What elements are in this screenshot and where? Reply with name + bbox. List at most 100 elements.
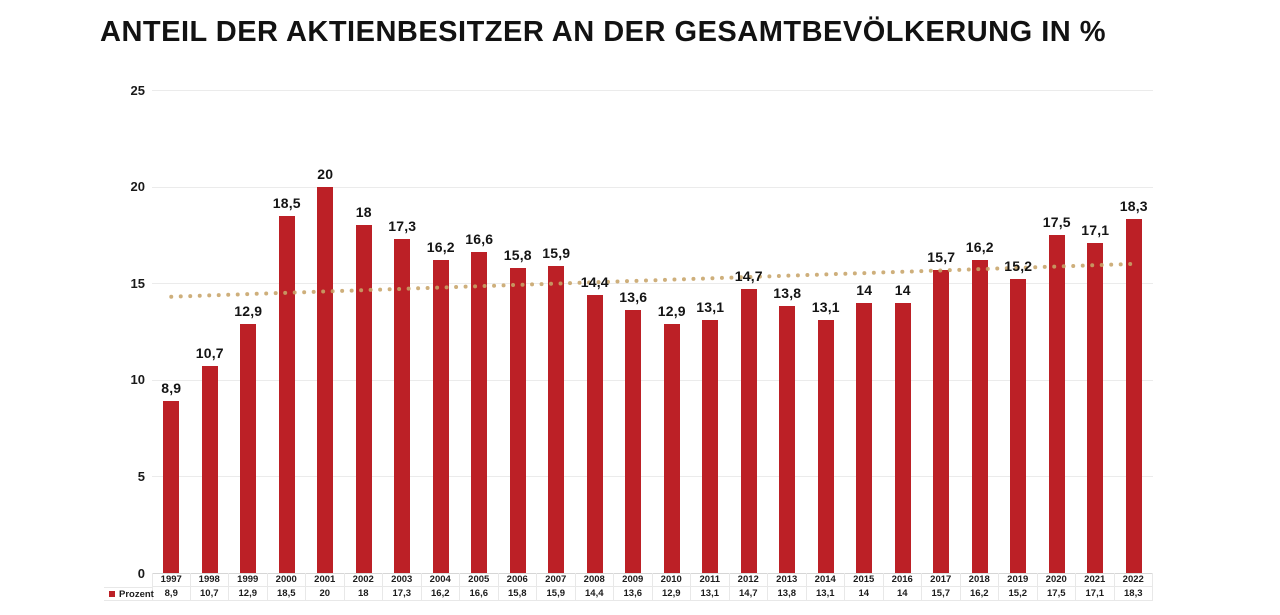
y-axis-tick-label: 20 (130, 179, 145, 195)
legend: Prozent (104, 587, 154, 601)
bar-value-label: 15,7 (927, 248, 956, 265)
bar-2007 (548, 265, 565, 573)
bar-value-label: 18 (355, 204, 372, 221)
table-year-cell: 2010 (652, 573, 691, 587)
bar-value-label: 16,6 (465, 231, 494, 248)
bar-2013 (779, 306, 796, 573)
bar-value-label: 13,6 (619, 289, 648, 306)
gridline (152, 379, 1153, 381)
bar-value-label: 13,1 (696, 298, 725, 315)
table-value-cell: 17,1 (1076, 587, 1115, 601)
y-axis-tick-label: 10 (130, 372, 145, 388)
gridline (152, 476, 1153, 478)
table-year-cell: 2021 (1076, 573, 1115, 587)
table-year-cell: 2008 (575, 573, 614, 587)
bar-value-label: 15,2 (1004, 258, 1033, 275)
table-year-cell: 2004 (421, 573, 460, 587)
gridline (152, 90, 1153, 91)
bar-2015 (856, 302, 873, 573)
table-value-cell: 17,3 (383, 587, 422, 601)
table-year-cell: 1997 (152, 573, 191, 587)
table-year-cell: 2009 (614, 573, 653, 587)
data-table: 1997 8,9 1998 10,7 1999 12,9 2000 18,5 2001 20 200… (152, 573, 1153, 601)
table-value-cell: 15,2 (999, 587, 1038, 601)
bar-2021 (1087, 242, 1104, 573)
bar-1998 (201, 366, 218, 573)
table-year-cell: 1998 (190, 573, 229, 587)
bar-2005 (471, 252, 488, 573)
table-value-cell: 18,3 (1114, 587, 1153, 601)
bar-2018 (971, 260, 988, 573)
y-axis-tick-label: 25 (130, 82, 145, 98)
table-value-cell: 13,6 (614, 587, 653, 601)
table-value-cell: 14,4 (575, 587, 614, 601)
bar-2004 (432, 260, 449, 573)
table-year-cell: 2015 (845, 573, 884, 587)
table-year-cell: 2001 (306, 573, 345, 587)
gridline (152, 283, 1153, 285)
bar-value-label: 8,9 (161, 380, 182, 397)
bar-value-label: 17,5 (1042, 213, 1071, 230)
table-value-cell: 12,9 (652, 587, 691, 601)
bar-2012 (740, 288, 757, 573)
table-value-cell: 14 (883, 587, 922, 601)
table-value-cell: 15,9 (537, 587, 576, 601)
table-value-cell: 18 (344, 587, 383, 601)
table-year-cell: 2005 (460, 573, 499, 587)
bar-value-label: 14,4 (580, 273, 609, 290)
table-year-cell: 2017 (922, 573, 961, 587)
bar-2020 (1048, 234, 1065, 573)
bar-2001 (317, 186, 334, 573)
table-year-cell: 2013 (768, 573, 807, 587)
bar-value-label: 18,5 (272, 194, 301, 211)
table-year-cell: 1999 (229, 573, 268, 587)
table-year-cell: 2012 (729, 573, 768, 587)
bar-2022 (1125, 219, 1142, 573)
legend-color-swatch (109, 591, 115, 597)
table-year-cell: 2002 (344, 573, 383, 587)
table-year-cell: 2016 (883, 573, 922, 587)
bar-value-label: 15,9 (542, 244, 571, 261)
table-year-cell: 2007 (537, 573, 576, 587)
table-year-cell: 2018 (960, 573, 999, 587)
bar-value-label: 12,9 (234, 302, 263, 319)
bar-2000 (278, 215, 295, 573)
table-value-cell: 13,8 (768, 587, 807, 601)
table-value-cell: 15,8 (498, 587, 537, 601)
bar-2002 (355, 225, 372, 573)
table-value-cell: 17,5 (1037, 587, 1076, 601)
table-value-cell: 8,9 (152, 587, 191, 601)
table-year-cell: 2019 (999, 573, 1038, 587)
bar-value-label: 10,7 (195, 345, 224, 362)
bar-2006 (509, 267, 526, 573)
table-value-cell: 16,2 (960, 587, 999, 601)
bar-2008 (586, 294, 603, 573)
legend-label: Prozent (119, 588, 154, 600)
bar-1999 (240, 323, 257, 573)
table-value-cell: 12,9 (229, 587, 268, 601)
y-axis-tick-label: 5 (137, 468, 145, 484)
table-value-cell: 18,5 (267, 587, 306, 601)
bar-value-label: 17,3 (388, 217, 417, 234)
y-axis-tick-label: 15 (130, 275, 145, 291)
bar-value-label: 13,8 (773, 285, 802, 302)
bar-2011 (702, 319, 719, 573)
y-axis-tick-label: 0 (137, 565, 145, 581)
table-value-cell: 16,6 (460, 587, 499, 601)
bar-value-label: 20 (317, 165, 334, 182)
bar-value-label: 14,7 (734, 267, 763, 284)
table-value-cell: 20 (306, 587, 345, 601)
table-year-cell: 2022 (1114, 573, 1153, 587)
bar-1997 (163, 401, 180, 573)
bar-2010 (663, 323, 680, 573)
table-year-cell: 2006 (498, 573, 537, 587)
table-year-cell: 2014 (806, 573, 845, 587)
bar-value-label: 14 (856, 281, 873, 298)
table-value-cell: 14 (845, 587, 884, 601)
table-value-cell: 15,7 (922, 587, 961, 601)
bar-value-label: 16,2 (426, 239, 455, 256)
table-year-cell: 2020 (1037, 573, 1076, 587)
table-year-cell: 2011 (691, 573, 730, 587)
table-value-cell: 13,1 (691, 587, 730, 601)
